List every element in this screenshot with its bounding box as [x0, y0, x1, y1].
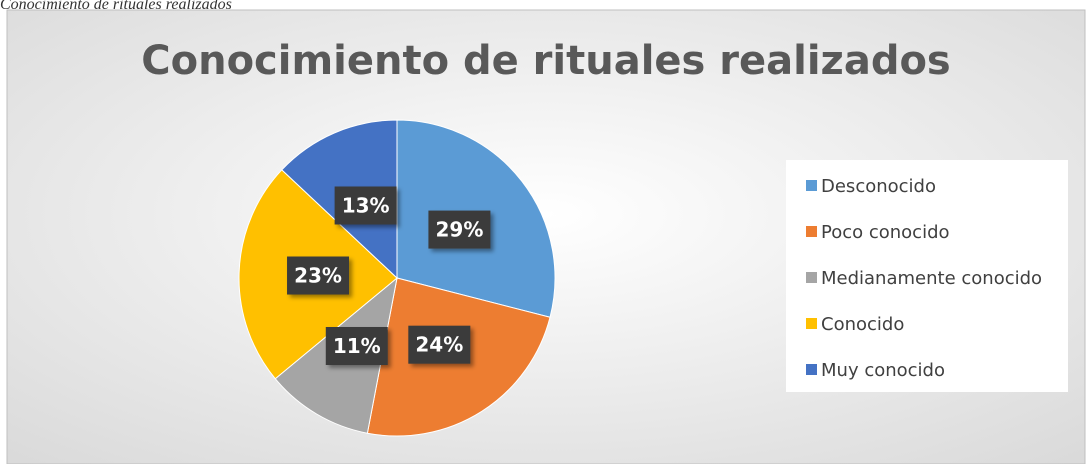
data-label: 13%: [342, 193, 390, 217]
legend-swatch: [806, 226, 817, 237]
legend-swatch: [806, 272, 817, 283]
data-label-box: [287, 256, 350, 295]
legend-swatch: [806, 180, 817, 191]
legend-swatch: [806, 364, 817, 375]
data-label: 24%: [415, 333, 463, 357]
data-label-box: [428, 210, 491, 249]
data-label: 11%: [333, 334, 381, 358]
data-label-box: [334, 186, 397, 225]
data-label: 23%: [294, 264, 342, 288]
legend-label: Medianamente conocido: [821, 268, 1042, 289]
legend-label: Muy conocido: [821, 360, 945, 381]
data-label-box: [325, 326, 388, 365]
legend-label: Desconocido: [821, 176, 936, 197]
legend-label: Poco conocido: [821, 222, 950, 243]
pie: [238, 119, 556, 437]
legend-label: Conocido: [821, 314, 904, 335]
data-label: 29%: [435, 218, 483, 242]
legend-swatch: [806, 318, 817, 329]
chart-title: Conocimiento de rituales realizados: [141, 38, 951, 84]
data-label-box: [408, 325, 471, 364]
legend: Desconocido Poco conocido Medianamente con…: [806, 176, 1042, 381]
data-labels: 29% 24% 11% 23% 13%: [287, 186, 491, 365]
legend-box: [786, 160, 1068, 392]
